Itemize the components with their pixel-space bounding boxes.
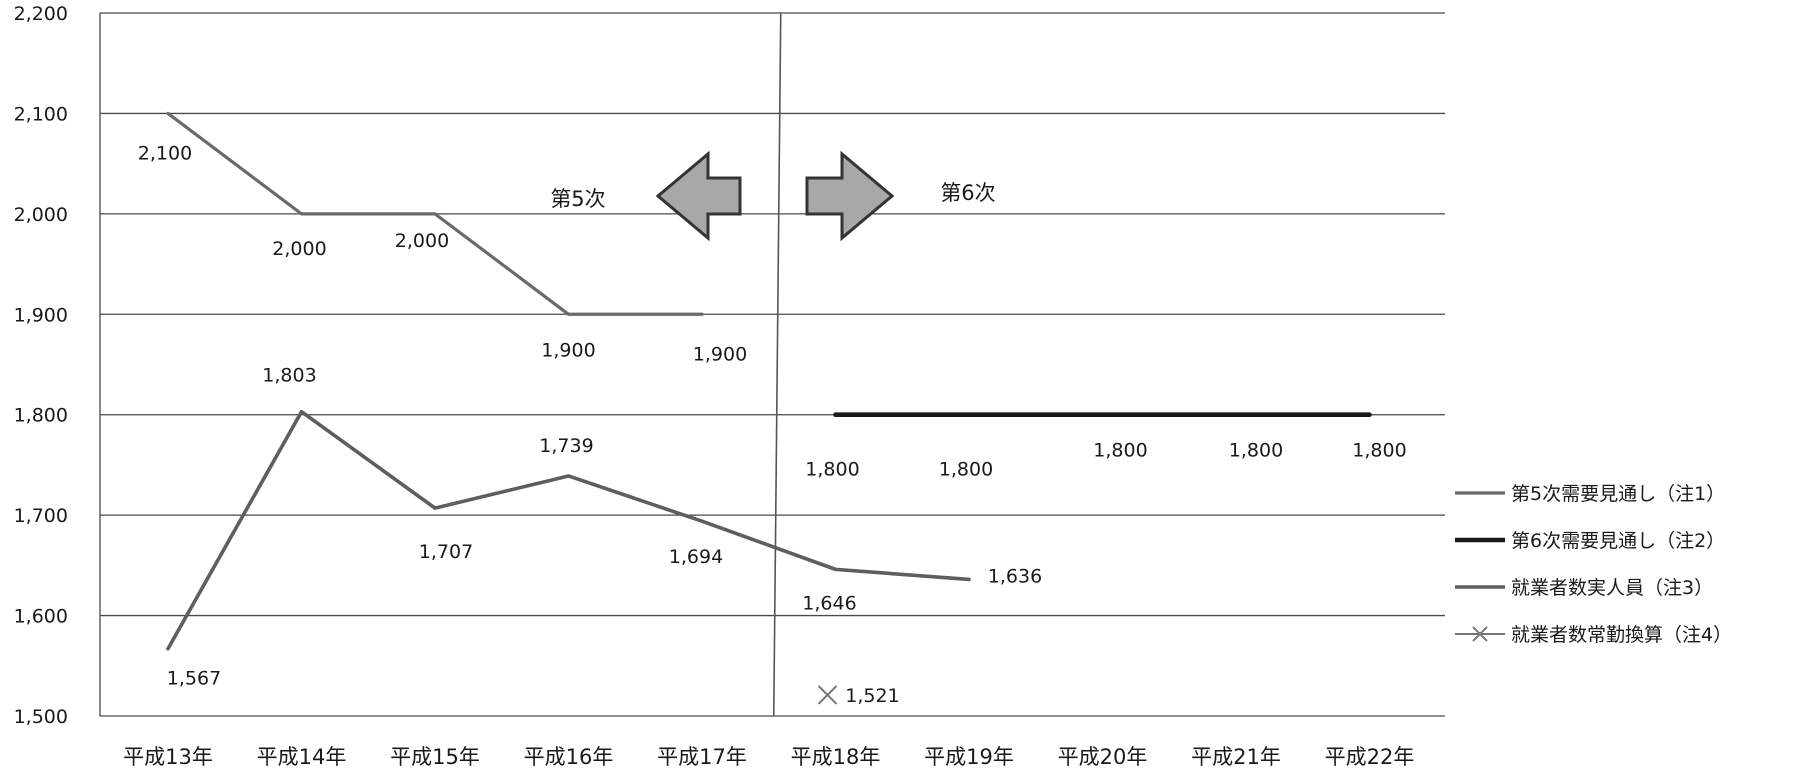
data-label-fte: 1,521: [845, 685, 899, 707]
y-tick-label: 2,000: [14, 204, 68, 226]
phase-label-5th: 第5次: [550, 187, 605, 211]
data-labels: 2,100 2,000 2,000 1,900 1,900 1,800 1,800 1,800…: [138, 142, 1407, 706]
left-arrow-icon: [655, 150, 742, 242]
y-tick-label: 2,200: [14, 3, 68, 25]
data-label-series-2: 1,800: [1352, 440, 1406, 462]
right-arrow-icon: [805, 150, 895, 242]
data-label-series-1: 1,900: [693, 343, 747, 365]
y-tick-label: 1,700: [14, 505, 68, 527]
data-label-series-3: 1,707: [419, 541, 473, 563]
legend-item: 就業者数実人員（注3）: [1455, 577, 1713, 599]
x-tick-label: 平成14年: [257, 745, 347, 769]
legend-label: 就業者数実人員（注3）: [1511, 577, 1713, 599]
y-tick-label: 1,600: [14, 606, 68, 628]
legend-label: 第6次需要見通し（注2）: [1511, 530, 1725, 552]
phase-annotations: 第5次 第6次: [550, 150, 996, 242]
data-label-series-1: 2,100: [138, 142, 192, 164]
x-tick-label: 平成15年: [390, 745, 480, 769]
x-tick-label: 平成18年: [791, 745, 881, 769]
legend-x-marker: [1472, 626, 1488, 642]
data-label-series-1: 1,900: [541, 339, 595, 361]
legend-label: 就業者数常勤換算（注4）: [1511, 624, 1732, 646]
data-label-series-3: 1,694: [669, 546, 723, 568]
legend-item: 第5次需要見通し（注1）: [1455, 483, 1725, 505]
legend-label: 第5次需要見通し（注1）: [1511, 483, 1725, 505]
legend-item: 第6次需要見通し（注2）: [1455, 530, 1725, 552]
y-tick-label: 1,900: [14, 304, 68, 326]
series-line-3: [166, 409, 971, 651]
series-lines: [166, 111, 1372, 705]
series-fte-marker: [817, 685, 838, 705]
x-tick-label: 平成21年: [1191, 745, 1281, 769]
x-tick-label: 平成16年: [524, 745, 614, 769]
x-tick-label: 平成20年: [1058, 745, 1148, 769]
data-label-series-3: 1,739: [539, 435, 593, 457]
data-label-series-1: 2,000: [272, 238, 326, 260]
x-tick-label: 平成17年: [657, 745, 747, 769]
data-label-series-2: 1,800: [1229, 440, 1283, 462]
x-axis-ticks: 平成13年 平成14年 平成15年 平成16年 平成17年 平成18年 平成19年 平成20年…: [123, 745, 1414, 769]
x-tick-label: 平成19年: [924, 745, 1014, 769]
x-tick-label: 平成13年: [123, 745, 213, 769]
legend-item: 就業者数常勤換算（注4）: [1455, 624, 1732, 646]
data-label-series-3: 1,567: [167, 668, 221, 690]
data-label-series-2: 1,800: [939, 459, 993, 481]
phase-divider-line: [772, 12, 782, 717]
data-label-series-3: 1,646: [802, 592, 856, 614]
x-marker-stroke: [817, 685, 838, 705]
data-label-series-2: 1,800: [805, 459, 859, 481]
series-line-1: [166, 111, 704, 316]
data-label-series-3: 1,636: [988, 565, 1042, 587]
x-tick-label: 平成22年: [1325, 745, 1415, 769]
phase-label-6th: 第6次: [940, 181, 995, 205]
y-tick-label: 2,100: [14, 103, 68, 125]
data-label-series-1: 2,000: [395, 230, 449, 252]
legend: 第5次需要見通し（注1） 第6次需要見通し（注2） 就業者数実人員（注3） 就業者数常…: [1455, 483, 1732, 646]
y-tick-label: 1,500: [14, 706, 68, 728]
data-label-series-3: 1,803: [262, 365, 316, 387]
y-axis-ticks: 1,500 1,600 1,700 1,800 1,900 2,000 2,100 2,200: [14, 3, 68, 728]
data-label-series-2: 1,800: [1093, 440, 1147, 462]
y-tick-label: 1,800: [14, 405, 68, 427]
